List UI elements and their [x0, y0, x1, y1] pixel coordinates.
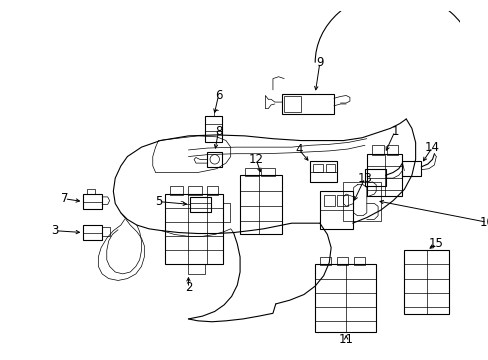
Bar	[188, 186, 201, 195]
Bar	[310, 161, 336, 182]
Bar	[323, 195, 334, 206]
Bar	[207, 152, 222, 167]
Text: 7: 7	[61, 192, 68, 205]
Bar	[404, 251, 448, 314]
Bar	[83, 225, 102, 240]
Bar	[372, 145, 383, 155]
Text: 3: 3	[51, 224, 59, 237]
Text: 12: 12	[248, 153, 263, 166]
Bar	[336, 195, 347, 206]
Bar	[164, 194, 223, 265]
Bar	[83, 194, 102, 209]
Text: 4: 4	[295, 143, 303, 157]
Bar	[319, 257, 330, 265]
Bar	[315, 265, 375, 332]
Text: 1: 1	[390, 125, 398, 138]
Text: 11: 11	[338, 333, 353, 346]
Bar	[190, 197, 210, 212]
Text: 15: 15	[428, 237, 443, 250]
Bar	[319, 191, 352, 229]
Bar	[325, 164, 334, 172]
Bar	[366, 154, 402, 196]
Bar	[364, 169, 385, 186]
Text: 8: 8	[214, 125, 222, 138]
Bar	[353, 257, 364, 265]
Bar	[284, 95, 301, 112]
Bar	[207, 186, 218, 195]
Text: 2: 2	[184, 282, 192, 294]
Bar	[313, 164, 322, 172]
Bar	[282, 94, 333, 114]
Bar	[244, 168, 258, 176]
Bar	[188, 265, 205, 274]
Bar	[402, 161, 420, 176]
Text: 9: 9	[315, 56, 323, 69]
Bar	[205, 116, 222, 143]
Text: 6: 6	[214, 89, 222, 102]
Text: 13: 13	[357, 172, 372, 185]
Text: 14: 14	[424, 141, 439, 154]
Bar	[386, 145, 397, 155]
Bar	[343, 182, 380, 221]
Text: 5: 5	[154, 195, 162, 208]
Text: 10: 10	[479, 216, 488, 229]
Bar	[240, 175, 282, 234]
Bar	[260, 168, 274, 176]
Bar	[336, 257, 347, 265]
Bar	[169, 186, 183, 195]
